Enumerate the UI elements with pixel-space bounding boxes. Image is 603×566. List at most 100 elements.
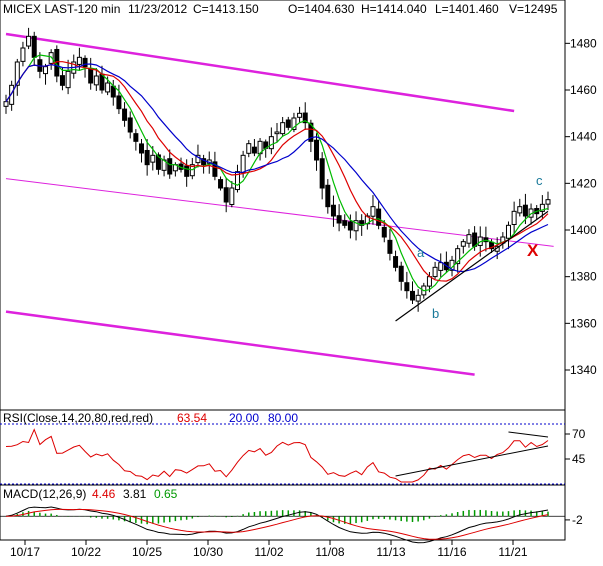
candle-body (93, 75, 99, 86)
candle-body (184, 165, 190, 177)
candle-body (268, 136, 274, 150)
x-tick-label: 11/02 (254, 545, 283, 559)
candle-body (398, 265, 404, 282)
candle-body (3, 101, 9, 107)
macd-series-group (0, 506, 565, 544)
price-trendline (395, 210, 549, 322)
candle-body (212, 161, 218, 177)
candle-body (14, 61, 20, 86)
candle-body (297, 112, 303, 118)
price-y-tick-label: 1460 (570, 83, 597, 97)
rsi-y-tick-label: 45 (572, 452, 586, 466)
candle-body (218, 179, 224, 189)
candle-body (26, 35, 32, 47)
candle-body (314, 139, 320, 161)
rsi-legend-lower: 20.00 (229, 411, 259, 425)
candle-body (522, 204, 528, 217)
candle-body (415, 294, 421, 302)
close-value: C=1413.150 (193, 2, 259, 16)
wave-label-b: b (432, 306, 439, 321)
candle-body (347, 221, 353, 231)
channel-line (5, 32, 515, 113)
moving-average-mid (5, 61, 549, 282)
candle-body (325, 184, 331, 208)
candle-body (426, 276, 432, 287)
volume-value: V=12495 (509, 2, 558, 16)
candle-body (517, 206, 523, 214)
candle-body (472, 232, 478, 247)
price-series-group (3, 27, 554, 376)
axes-group: 1340 1360 1380 1400 1420 1440 1460 1480 45 70 -2 10… (10, 36, 597, 559)
candle-body (342, 220, 348, 226)
x-tick-label: 10/25 (132, 545, 162, 559)
price-y-tick-label: 1360 (570, 316, 597, 330)
candle-body (246, 143, 252, 154)
candle-body (291, 117, 297, 131)
candle-body (432, 266, 438, 278)
x-tick-label: 11/13 (376, 545, 405, 559)
candle-body (59, 75, 65, 86)
wave-label-c: c (536, 173, 543, 188)
candle-body (139, 143, 144, 154)
candle-body (240, 154, 246, 174)
candle-body (466, 234, 472, 244)
candle-body (381, 226, 387, 238)
candle-body (438, 262, 444, 271)
candle-body (223, 187, 229, 203)
candle-body (88, 67, 94, 84)
price-y-tick-label: 1420 (570, 176, 597, 190)
candle-body (251, 146, 257, 154)
x-tick-label: 11/08 (315, 545, 344, 559)
macd-legend-signal: 3.81 (123, 487, 147, 501)
candle-body (48, 52, 54, 64)
candle-body (127, 117, 133, 133)
macd-legend-label: MACD(12,26,9) (3, 487, 86, 501)
x-mark: X (527, 241, 539, 260)
chart-date: 11/23/2012 (128, 2, 187, 16)
rsi-legend-label: RSI(Close,14,20,80,red,red) (3, 411, 153, 425)
candle-body (31, 35, 37, 58)
x-tick-label: 10/17 (10, 545, 40, 559)
candle-body (167, 158, 173, 175)
candle-body (511, 210, 517, 225)
candle-body (65, 70, 71, 89)
chart-title: MICEX LAST-120 min (3, 2, 120, 16)
rsi-legend-upper: 80.00 (268, 411, 298, 425)
open-value: O=1404.630 (288, 2, 355, 16)
candle-body (545, 199, 551, 205)
x-tick-label: 10/30 (193, 545, 223, 559)
candle-body (9, 84, 15, 105)
candle-body (539, 203, 545, 212)
candle-body (195, 154, 201, 164)
candle-body (302, 112, 308, 124)
macd-signal-line (5, 508, 549, 540)
candle-body (376, 208, 382, 226)
candle-body (308, 122, 314, 142)
candle-body (155, 154, 161, 170)
candle-body (280, 122, 286, 135)
high-value: H=1414.040 (361, 2, 427, 16)
candle-body (410, 290, 415, 301)
price-y-tick-label: 1340 (570, 363, 597, 377)
rsi-y-tick-label: 70 (572, 427, 586, 441)
candle-body (150, 154, 156, 163)
candle-body (116, 95, 122, 110)
candle-body (43, 66, 49, 75)
macd-y-tick-label: -2 (572, 513, 583, 527)
moving-average-slow (5, 63, 549, 273)
candle-body (285, 119, 291, 128)
candle-body (144, 149, 150, 166)
macd-legend-value: 4.46 (92, 487, 116, 501)
candle-body (133, 133, 139, 142)
rsi-upper-trendline (508, 431, 549, 438)
wave-label-a: a (417, 245, 425, 260)
macd-panel-frame (0, 484, 566, 541)
macd-line (5, 506, 549, 544)
x-tick-label: 11/21 (498, 545, 527, 559)
candle-body (353, 220, 359, 232)
candle-body (201, 158, 207, 166)
price-y-tick-label: 1380 (570, 270, 597, 284)
